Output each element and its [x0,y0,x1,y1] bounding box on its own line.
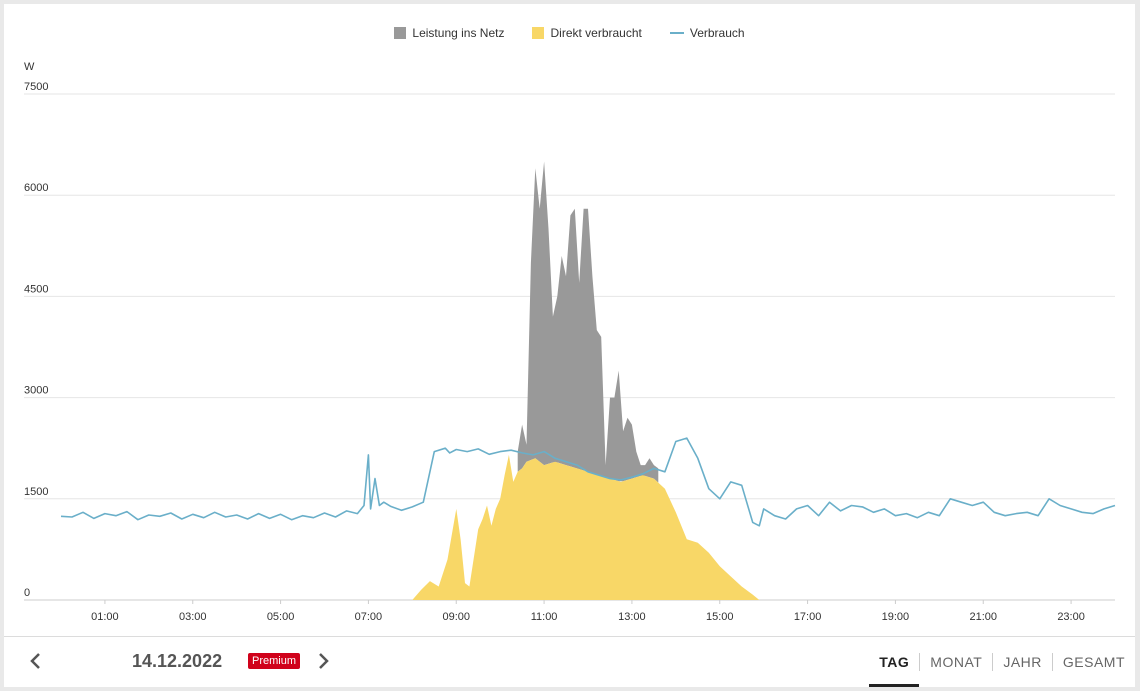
x-tick-label: 17:00 [794,611,822,623]
previous-day-button[interactable] [24,649,48,673]
x-tick-label: 19:00 [882,611,910,623]
x-tick-label: 05:00 [267,611,295,623]
y-tick-label: 1500 [24,486,48,498]
x-tick-label: 13:00 [618,611,646,623]
legend-item[interactable]: Leistung ins Netz [394,26,504,40]
chart-card: W 0 1500 3000 4500 6000 7500 01:00 03:00 05:00 07:… [4,4,1135,687]
y-tick-label: 0 [24,587,30,599]
current-date[interactable]: 14.12.2022 [132,651,223,671]
series-area-leistung-ins-netz [517,161,659,483]
y-tick-label: 6000 [24,182,48,194]
chart-legend: Leistung ins Netz Direkt verbraucht Verbra… [4,26,1135,40]
legend-swatch [394,27,407,39]
tab-divider [992,653,994,671]
x-tick-label: 11:00 [531,611,558,623]
legend-label: Verbrauch [689,26,745,40]
series-line-verbrauch [60,437,1116,527]
legend-label: Leistung ins Netz [412,26,505,40]
x-tick-label: 07:00 [355,611,383,623]
y-unit-label: W [24,61,35,73]
y-tick-label: 4500 [24,283,48,295]
legend-swatch [532,27,545,39]
tab-divider [1051,653,1053,671]
energy-chart: W 0 1500 3000 4500 6000 7500 01:00 03:00 05:00 07:… [24,61,1116,623]
premium-badge: Premium [248,653,301,669]
x-tick-label: 01:00 [91,611,119,623]
tab-tag[interactable]: TAG [869,637,920,687]
legend-label: Direkt verbraucht [550,26,642,40]
tab-monat[interactable]: MONAT [930,654,983,670]
chevron-left-icon [30,653,40,669]
legend-item[interactable]: Direkt verbraucht [532,26,642,40]
x-tick-label: 21:00 [969,611,997,623]
y-tick-label: 3000 [24,385,48,397]
chevron-right-icon [319,653,329,669]
tab-divider [919,653,921,671]
x-tick-label: 15:00 [706,611,734,623]
series-area-direkt-verbraucht [412,454,760,600]
y-tick-label: 7500 [24,81,48,93]
x-tick-label: 09:00 [442,611,470,623]
x-tick-label: 23:00 [1057,611,1085,623]
tab-gesamt[interactable]: GESAMT [1062,654,1125,670]
next-day-button[interactable] [311,649,335,673]
tab-jahr[interactable]: JAHR [1003,654,1042,670]
legend-item[interactable]: Verbrauch [669,26,745,40]
legend-swatch [669,32,684,34]
date-navigation-bar: 14.12.2022 Premium TAG MONAT JAHR GESAMT [4,636,1135,687]
period-tabs: TAG MONAT JAHR GESAMT [869,637,1135,687]
x-tick-label: 03:00 [179,611,207,623]
